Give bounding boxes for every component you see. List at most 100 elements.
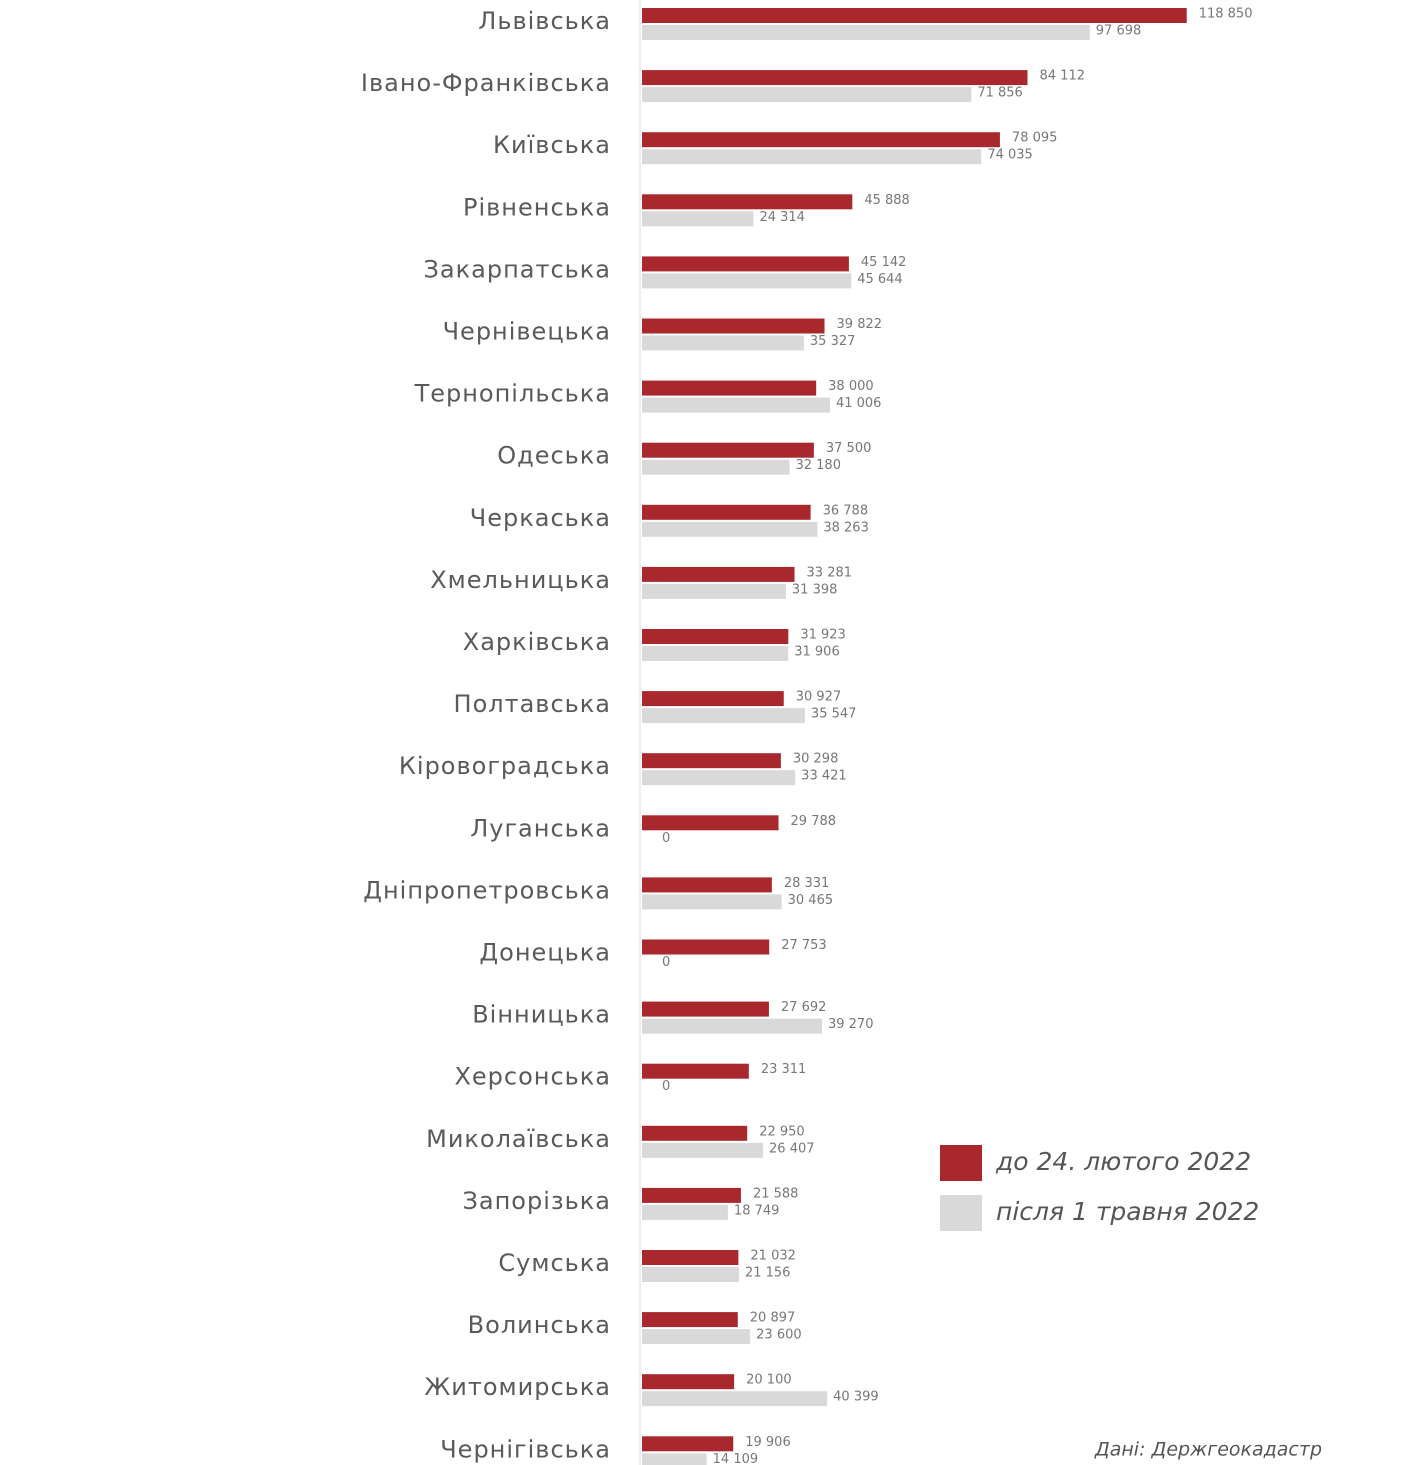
legend-label: до 24. лютого 2022 [995,1147,1251,1176]
bar [642,318,825,334]
value-label: 45 644 [857,272,903,287]
bar [642,1436,734,1452]
value-label: 38 000 [828,379,874,394]
category-label: Хмельницька [430,566,611,594]
bar [642,1001,769,1017]
value-label: 39 822 [837,317,883,332]
bar [642,815,779,831]
value-label: 20 897 [750,1311,796,1326]
category-label: Вінницька [472,1001,611,1029]
value-label: 0 [662,831,670,846]
bar [642,894,782,910]
bar [642,939,770,955]
bar [642,70,1028,86]
bar [642,1142,764,1158]
value-label: 14 109 [713,1452,759,1465]
category-label: Львівська [478,7,611,35]
category-label: Чернігівська [440,1435,611,1463]
category-label: Одеська [497,442,611,470]
value-label: 27 692 [781,1000,827,1015]
value-label: 71 856 [977,86,1023,101]
value-label: 84 112 [1040,69,1086,84]
bar [642,149,982,165]
value-label: 118 850 [1199,7,1253,22]
category-label: Миколаївська [426,1125,611,1153]
bar [642,25,1090,40]
category-label: Київська [493,131,611,159]
bar [642,335,804,351]
value-label: 40 399 [833,1390,879,1405]
category-label: Житомирська [424,1373,611,1401]
value-label: 35 327 [810,334,856,349]
value-label: 30 465 [788,893,834,908]
value-label: 26 407 [769,1141,815,1156]
value-label: 74 035 [987,148,1033,163]
category-label: Запорізька [463,1187,611,1215]
bar [642,753,781,769]
bar [642,583,786,599]
value-label: 18 749 [734,1203,780,1218]
value-label: 23 311 [761,1062,807,1077]
legend-swatch [940,1195,982,1231]
bar [642,1374,735,1390]
value-label: 21 032 [750,1249,796,1264]
bar [642,646,789,661]
bar [642,1391,828,1407]
value-label: 30 927 [796,690,842,705]
bar [642,504,811,520]
source: Дані: Держгеокадастр [1094,1439,1322,1461]
value-label: 36 788 [823,503,869,518]
bar [642,521,818,537]
value-label: 0 [662,1079,670,1094]
bar [642,1063,749,1079]
category-label: Полтавська [454,690,611,718]
category-label: Тернопільська [414,380,611,408]
bar [642,877,772,893]
value-label: 28 331 [784,876,830,891]
category-label: Луганська [470,814,611,842]
bar [642,1125,748,1141]
value-label: 45 888 [864,193,910,208]
category-label: Дніпропетровська [363,876,611,904]
value-label: 33 421 [801,769,847,784]
value-label: 78 095 [1012,131,1058,146]
value-label: 31 923 [800,628,846,643]
legend-label: після 1 травня 2022 [996,1197,1259,1226]
bar [642,691,784,707]
value-label: 37 500 [826,441,872,456]
value-label: 29 788 [791,814,837,829]
bar [642,566,795,582]
value-label: 30 298 [793,752,839,767]
bar [642,8,1187,23]
category-label: Херсонська [454,1063,611,1091]
value-label: 21 156 [745,1266,791,1281]
bar [642,273,852,289]
value-label: 22 950 [759,1124,805,1139]
value-label: 33 281 [807,565,853,580]
value-label: 19 906 [745,1435,791,1450]
bar [642,194,853,210]
value-label: 39 270 [828,1017,874,1032]
bar [642,770,796,786]
bar [642,1018,822,1034]
bar [642,1187,741,1203]
bar [642,1453,707,1465]
category-label: Івано-Франківська [361,69,611,97]
category-label: Волинська [468,1311,611,1339]
category-label: Закарпатська [424,255,611,283]
value-label: 23 600 [756,1328,802,1343]
value-label: 21 588 [753,1186,799,1201]
value-label: 45 142 [861,255,907,270]
bar [642,1250,739,1265]
bar [642,629,789,644]
value-label: 41 006 [836,396,882,411]
value-label: 97 698 [1096,24,1142,39]
bar [642,1267,739,1282]
value-label: 35 547 [811,707,857,722]
value-label: 24 314 [759,210,805,225]
bar [642,380,817,396]
bar [642,708,805,724]
bar [642,1329,751,1345]
value-label: 20 100 [746,1373,792,1388]
category-label: Донецька [479,939,611,967]
